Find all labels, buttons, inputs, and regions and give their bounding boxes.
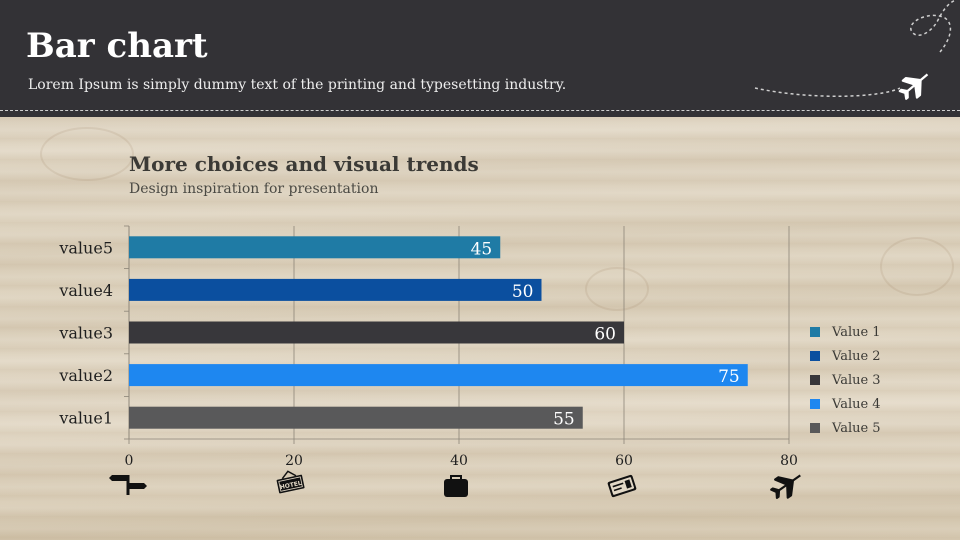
wood-knot <box>585 267 649 311</box>
bar-value4 <box>129 278 542 301</box>
legend-label: Value 3 <box>832 372 881 388</box>
category-label-value1: value1 <box>58 409 113 428</box>
x-tick-label-4: 80 <box>780 453 798 469</box>
x-tick-label-1: 20 <box>285 453 303 469</box>
legend-label: Value 4 <box>832 396 881 412</box>
header-dashed-line <box>0 110 960 111</box>
labels-layer: 0 20 40 60 80 value5 45 value4 50 value3 60 value2 7… <box>58 238 798 469</box>
category-label-value4: value4 <box>58 281 113 300</box>
data-label-value2: 75 <box>718 367 740 387</box>
suitcase-icon <box>444 475 468 497</box>
category-label-value5: value5 <box>58 238 113 257</box>
page-title: Bar chart <box>26 26 208 66</box>
hotel-sign-icon: HOTEL <box>276 470 305 494</box>
bars-layer <box>129 236 748 429</box>
legend-item: Value 3 <box>810 368 881 392</box>
bar-value3 <box>129 321 624 344</box>
chart-subtitle: Design inspiration for presentation <box>129 181 379 197</box>
legend-label: Value 2 <box>832 348 881 364</box>
x-tick-label-3: 60 <box>615 453 633 469</box>
bar-value1 <box>129 406 583 429</box>
legend-label: Value 5 <box>832 420 881 436</box>
legend-swatch <box>810 351 820 361</box>
data-label-value5: 45 <box>471 239 493 259</box>
legend-item: Value 4 <box>810 392 881 416</box>
x-tick-label-0: 0 <box>125 453 134 469</box>
legend-swatch <box>810 327 820 337</box>
wood-knot <box>880 237 954 296</box>
wood-knot <box>40 127 134 181</box>
bar-value5 <box>129 236 501 259</box>
signpost-icon <box>109 475 147 495</box>
legend-item: Value 2 <box>810 344 881 368</box>
data-label-value1: 55 <box>553 410 575 430</box>
chart-title: More choices and visual trends <box>129 152 479 176</box>
category-label-value3: value3 <box>58 324 113 343</box>
header-bar: Bar chart Lorem Ipsum is simply dummy te… <box>0 0 960 117</box>
legend-label: Value 1 <box>832 324 881 340</box>
legend-item: Value 5 <box>810 416 881 440</box>
category-label-value2: value2 <box>58 366 113 385</box>
axis-icons-layer: HOTEL <box>109 470 801 499</box>
bar-value2 <box>129 364 748 387</box>
x-tick-label-2: 40 <box>450 453 468 469</box>
flight-path-decoration <box>754 0 957 100</box>
data-label-value3: 60 <box>594 325 616 345</box>
ticket-icon <box>607 474 637 498</box>
legend-swatch <box>810 375 820 385</box>
airplane-icon <box>770 474 801 499</box>
svg-text:HOTEL: HOTEL <box>279 480 302 491</box>
legend-swatch <box>810 399 820 409</box>
legend-swatch <box>810 423 820 433</box>
flight-path <box>754 87 901 98</box>
legend-item: Value 1 <box>810 320 881 344</box>
chart-legend: Value 1 Value 2 Value 3 Value 4 Value 5 <box>810 320 881 440</box>
page-subtitle: Lorem Ipsum is simply dummy text of the … <box>28 77 567 93</box>
data-label-value4: 50 <box>512 282 534 302</box>
airplane-icon <box>898 73 929 100</box>
